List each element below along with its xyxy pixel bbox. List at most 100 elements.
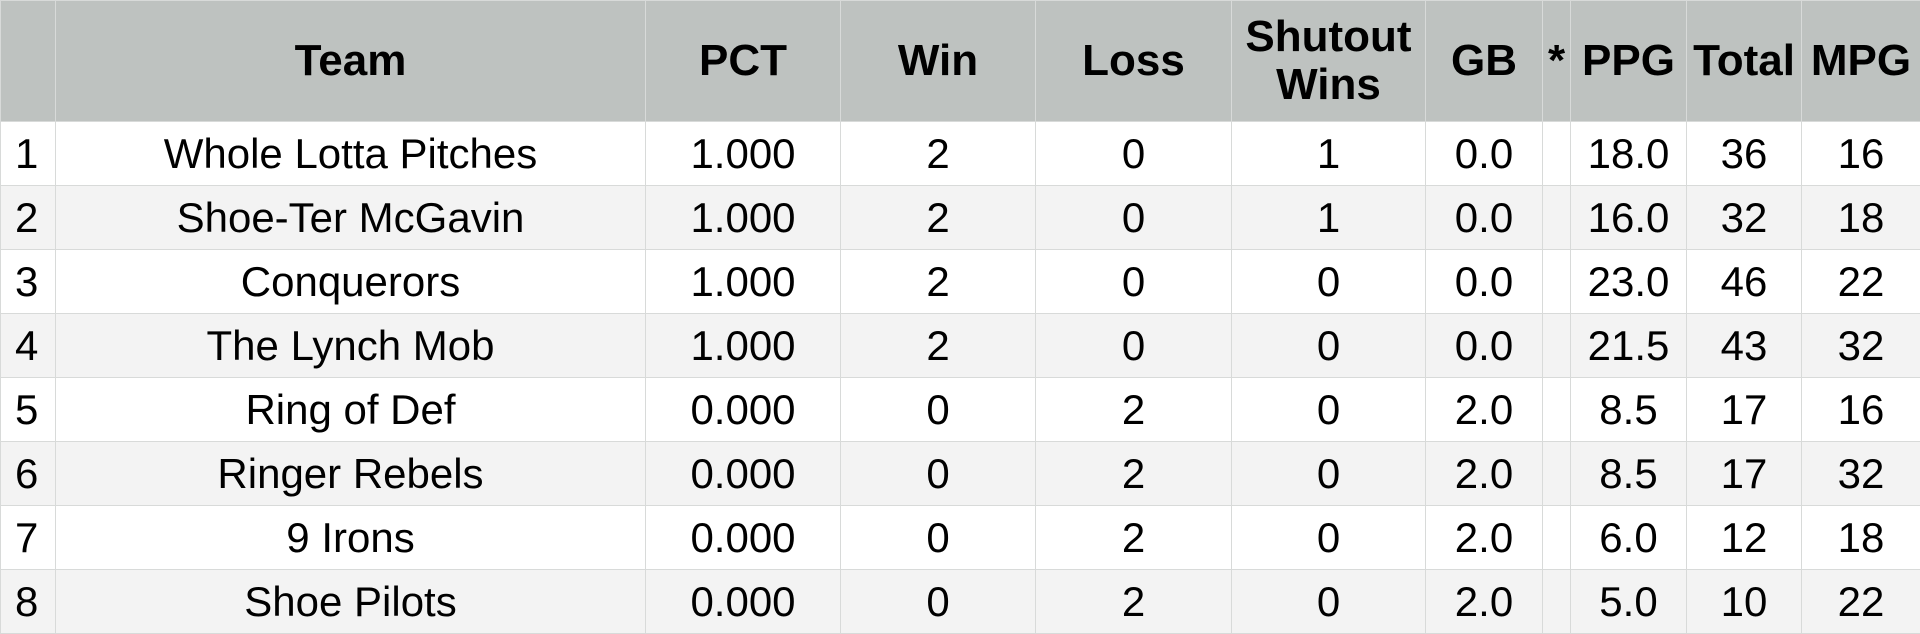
cell-asterisk bbox=[1542, 441, 1571, 506]
cell-win: 2 bbox=[840, 249, 1036, 314]
cell-team: 9 Irons bbox=[55, 505, 646, 570]
cell-gb: 0.0 bbox=[1425, 185, 1543, 250]
cell-shutout-wins: 1 bbox=[1231, 121, 1426, 186]
cell-rank: 4 bbox=[0, 313, 56, 378]
cell-ppg: 5.0 bbox=[1570, 569, 1687, 634]
cell-loss: 0 bbox=[1035, 121, 1232, 186]
cell-shutout-wins: 0 bbox=[1231, 505, 1426, 570]
cell-asterisk bbox=[1542, 185, 1571, 250]
cell-total: 36 bbox=[1686, 121, 1802, 186]
cell-rank: 2 bbox=[0, 185, 56, 250]
cell-rank: 3 bbox=[0, 249, 56, 314]
cell-shutout-wins: 0 bbox=[1231, 569, 1426, 634]
cell-total: 32 bbox=[1686, 185, 1802, 250]
cell-ppg: 8.5 bbox=[1570, 441, 1687, 506]
cell-win: 2 bbox=[840, 313, 1036, 378]
cell-asterisk bbox=[1542, 313, 1571, 378]
cell-total: 10 bbox=[1686, 569, 1802, 634]
cell-ppg: 8.5 bbox=[1570, 377, 1687, 442]
cell-rank: 1 bbox=[0, 121, 56, 186]
column-header-asterisk: * bbox=[1542, 0, 1571, 122]
cell-gb: 2.0 bbox=[1425, 377, 1543, 442]
cell-rank: 7 bbox=[0, 505, 56, 570]
cell-mpg: 32 bbox=[1801, 313, 1920, 378]
cell-loss: 2 bbox=[1035, 377, 1232, 442]
column-header-win: Win bbox=[840, 0, 1036, 122]
cell-loss: 2 bbox=[1035, 569, 1232, 634]
header-row: Team PCT Win Loss Shutout Wins GB * PPG Total MPG bbox=[0, 0, 1920, 122]
cell-team: Ring of Def bbox=[55, 377, 646, 442]
column-header-ppg: PPG bbox=[1570, 0, 1687, 122]
cell-pct: 1.000 bbox=[645, 249, 841, 314]
cell-pct: 1.000 bbox=[645, 313, 841, 378]
table-row: 3 Conquerors 1.000 2 0 0 0.0 23.0 46 22 bbox=[0, 249, 1920, 314]
cell-loss: 2 bbox=[1035, 441, 1232, 506]
cell-team: The Lynch Mob bbox=[55, 313, 646, 378]
table-row: 4 The Lynch Mob 1.000 2 0 0 0.0 21.5 43 32 bbox=[0, 313, 1920, 378]
column-header-pct: PCT bbox=[645, 0, 841, 122]
cell-loss: 0 bbox=[1035, 185, 1232, 250]
cell-mpg: 18 bbox=[1801, 505, 1920, 570]
column-header-shutout-wins: Shutout Wins bbox=[1231, 0, 1426, 122]
cell-pct: 0.000 bbox=[645, 377, 841, 442]
cell-gb: 2.0 bbox=[1425, 505, 1543, 570]
cell-total: 43 bbox=[1686, 313, 1802, 378]
cell-pct: 0.000 bbox=[645, 505, 841, 570]
cell-shutout-wins: 0 bbox=[1231, 377, 1426, 442]
cell-total: 17 bbox=[1686, 441, 1802, 506]
cell-mpg: 18 bbox=[1801, 185, 1920, 250]
cell-pct: 1.000 bbox=[645, 185, 841, 250]
cell-loss: 0 bbox=[1035, 249, 1232, 314]
cell-gb: 0.0 bbox=[1425, 313, 1543, 378]
cell-ppg: 6.0 bbox=[1570, 505, 1687, 570]
cell-rank: 6 bbox=[0, 441, 56, 506]
cell-loss: 2 bbox=[1035, 505, 1232, 570]
cell-win: 2 bbox=[840, 185, 1036, 250]
table-row: 5 Ring of Def 0.000 0 2 0 2.0 8.5 17 16 bbox=[0, 377, 1920, 442]
column-header-rank bbox=[0, 0, 56, 122]
cell-asterisk bbox=[1542, 121, 1571, 186]
cell-shutout-wins: 0 bbox=[1231, 249, 1426, 314]
cell-asterisk bbox=[1542, 569, 1571, 634]
cell-pct: 1.000 bbox=[645, 121, 841, 186]
cell-team: Shoe-Ter McGavin bbox=[55, 185, 646, 250]
cell-asterisk bbox=[1542, 249, 1571, 314]
cell-rank: 8 bbox=[0, 569, 56, 634]
cell-asterisk bbox=[1542, 505, 1571, 570]
cell-total: 46 bbox=[1686, 249, 1802, 314]
cell-pct: 0.000 bbox=[645, 569, 841, 634]
cell-win: 0 bbox=[840, 505, 1036, 570]
cell-shutout-wins: 0 bbox=[1231, 313, 1426, 378]
table-row: 1 Whole Lotta Pitches 1.000 2 0 1 0.0 18.0 36 16 bbox=[0, 121, 1920, 186]
cell-total: 12 bbox=[1686, 505, 1802, 570]
cell-loss: 0 bbox=[1035, 313, 1232, 378]
cell-team: Shoe Pilots bbox=[55, 569, 646, 634]
table-row: 8 Shoe Pilots 0.000 0 2 0 2.0 5.0 10 22 bbox=[0, 569, 1920, 634]
column-header-mpg: MPG bbox=[1801, 0, 1920, 122]
cell-gb: 2.0 bbox=[1425, 569, 1543, 634]
cell-pct: 0.000 bbox=[645, 441, 841, 506]
cell-ppg: 21.5 bbox=[1570, 313, 1687, 378]
cell-win: 0 bbox=[840, 377, 1036, 442]
table-row: 2 Shoe-Ter McGavin 1.000 2 0 1 0.0 16.0 32 18 bbox=[0, 185, 1920, 250]
cell-gb: 2.0 bbox=[1425, 441, 1543, 506]
cell-total: 17 bbox=[1686, 377, 1802, 442]
cell-mpg: 32 bbox=[1801, 441, 1920, 506]
cell-gb: 0.0 bbox=[1425, 121, 1543, 186]
column-header-gb: GB bbox=[1425, 0, 1543, 122]
cell-rank: 5 bbox=[0, 377, 56, 442]
cell-mpg: 16 bbox=[1801, 121, 1920, 186]
cell-shutout-wins: 0 bbox=[1231, 441, 1426, 506]
cell-ppg: 23.0 bbox=[1570, 249, 1687, 314]
cell-win: 2 bbox=[840, 121, 1036, 186]
cell-asterisk bbox=[1542, 377, 1571, 442]
cell-win: 0 bbox=[840, 569, 1036, 634]
cell-mpg: 22 bbox=[1801, 569, 1920, 634]
cell-win: 0 bbox=[840, 441, 1036, 506]
column-header-loss: Loss bbox=[1035, 0, 1232, 122]
table-row: 6 Ringer Rebels 0.000 0 2 0 2.0 8.5 17 32 bbox=[0, 441, 1920, 506]
cell-shutout-wins: 1 bbox=[1231, 185, 1426, 250]
cell-team: Whole Lotta Pitches bbox=[55, 121, 646, 186]
